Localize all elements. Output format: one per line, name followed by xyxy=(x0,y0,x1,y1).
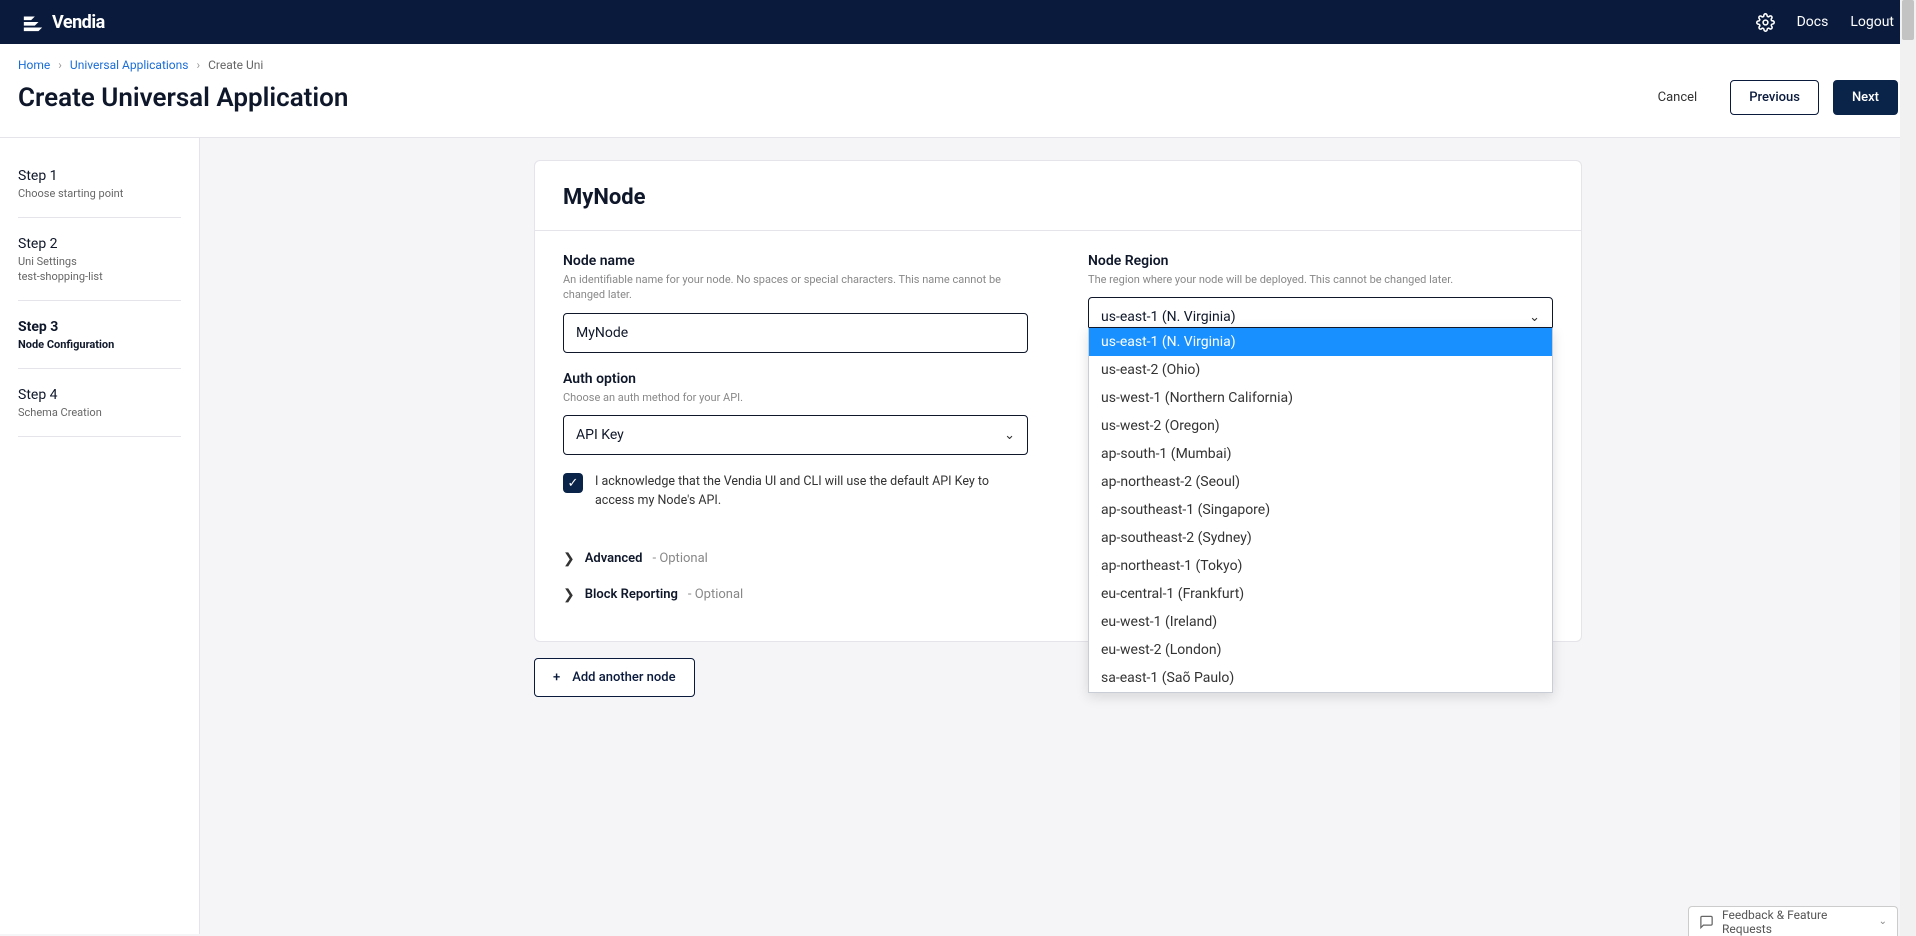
auth-label: Auth option xyxy=(563,371,1028,387)
next-button[interactable]: Next xyxy=(1833,80,1898,115)
auth-value: API Key xyxy=(576,427,624,443)
brand-logo[interactable]: Vendia xyxy=(22,11,105,33)
optional-label: - Optional xyxy=(653,551,708,566)
plus-icon: + xyxy=(553,670,560,685)
step-title: Step 1 xyxy=(18,168,181,184)
region-option[interactable]: sa-east-1 (Saõ Paulo) xyxy=(1089,664,1552,692)
chevron-down-icon: ⌄ xyxy=(1004,428,1015,443)
step-2[interactable]: Step 2 Uni Settings test-shopping-list xyxy=(18,228,181,301)
cancel-button[interactable]: Cancel xyxy=(1639,80,1717,115)
chevron-right-icon: › xyxy=(58,58,62,72)
node-title: MyNode xyxy=(563,185,1553,210)
region-option[interactable]: ap-northeast-2 (Seoul) xyxy=(1089,468,1552,496)
docs-link[interactable]: Docs xyxy=(1797,14,1829,30)
region-option[interactable]: ap-northeast-1 (Tokyo) xyxy=(1089,552,1552,580)
step-sub: Schema Creation xyxy=(18,406,181,420)
feedback-widget[interactable]: Feedback & Feature Requests ⌄ xyxy=(1688,906,1898,936)
optional-label: - Optional xyxy=(688,587,743,602)
region-option[interactable]: ap-southeast-1 (Singapore) xyxy=(1089,496,1552,524)
block-label: Block Reporting xyxy=(585,587,678,602)
step-4[interactable]: Step 4 Schema Creation xyxy=(18,379,181,437)
advanced-toggle[interactable]: ❯ Advanced - Optional xyxy=(563,541,1028,577)
topbar: Vendia Docs Logout xyxy=(0,0,1916,44)
region-option[interactable]: us-east-1 (N. Virginia) xyxy=(1089,328,1552,356)
right-column: Node Region The region where your node w… xyxy=(1088,253,1553,613)
add-node-button[interactable]: + Add another node xyxy=(534,658,695,697)
region-option[interactable]: ap-southeast-2 (Sydney) xyxy=(1089,524,1552,552)
region-option[interactable]: eu-central-1 (Frankfurt) xyxy=(1089,580,1552,608)
region-help: The region where your node will be deplo… xyxy=(1088,272,1553,287)
brand-name: Vendia xyxy=(52,12,105,33)
header-actions: Cancel Previous Next xyxy=(1639,80,1898,115)
region-option[interactable]: us-west-2 (Oregon) xyxy=(1089,412,1552,440)
step-sub: Node Configuration xyxy=(18,338,181,352)
chevron-down-icon: ⌄ xyxy=(1529,310,1540,325)
scrollbar-thumb[interactable] xyxy=(1902,0,1914,40)
ack-checkbox[interactable]: ✓ xyxy=(563,473,583,493)
chevron-right-icon: ❯ xyxy=(563,551,575,567)
ack-label: I acknowledge that the Vendia UI and CLI… xyxy=(595,473,1028,511)
node-card: MyNode Node name An identifiable name fo… xyxy=(534,160,1582,642)
previous-button[interactable]: Previous xyxy=(1730,80,1819,115)
chevron-right-icon: › xyxy=(196,58,200,72)
node-name-help: An identifiable name for your node. No s… xyxy=(563,272,1028,303)
chevron-right-icon: ❯ xyxy=(563,587,575,603)
breadcrumb-home[interactable]: Home xyxy=(18,58,50,72)
chevron-down-icon: ⌄ xyxy=(1879,916,1887,927)
sidebar: Step 1 Choose starting point Step 2 Uni … xyxy=(0,138,200,934)
auth-help: Choose an auth method for your API. xyxy=(563,390,1028,405)
block-reporting-toggle[interactable]: ❯ Block Reporting - Optional xyxy=(563,577,1028,613)
page-title: Create Universal Application xyxy=(18,83,348,113)
step-title: Step 2 xyxy=(18,236,181,252)
region-option[interactable]: ap-south-1 (Mumbai) xyxy=(1089,440,1552,468)
step-sub: Uni Settings test-shopping-list xyxy=(18,255,181,284)
advanced-label: Advanced xyxy=(585,551,643,566)
region-dropdown: us-east-1 (N. Virginia)us-east-2 (Ohio)u… xyxy=(1088,327,1553,693)
step-title: Step 3 xyxy=(18,319,181,335)
chat-icon xyxy=(1699,914,1714,930)
step-title: Step 4 xyxy=(18,387,181,403)
add-node-label: Add another node xyxy=(572,670,675,685)
feedback-label: Feedback & Feature Requests xyxy=(1722,908,1871,936)
gear-icon[interactable] xyxy=(1756,13,1775,32)
logout-link[interactable]: Logout xyxy=(1850,14,1894,30)
scrollbar[interactable] xyxy=(1900,0,1916,936)
main-layout: Step 1 Choose starting point Step 2 Uni … xyxy=(0,138,1916,934)
left-column: Node name An identifiable name for your … xyxy=(563,253,1028,613)
topbar-right: Docs Logout xyxy=(1756,13,1894,32)
node-name-input[interactable] xyxy=(563,313,1028,353)
breadcrumb: Home › Universal Applications › Create U… xyxy=(18,58,1898,72)
region-label: Node Region xyxy=(1088,253,1553,269)
node-name-label: Node name xyxy=(563,253,1028,269)
region-option[interactable]: eu-west-1 (Ireland) xyxy=(1089,608,1552,636)
auth-select[interactable]: API Key ⌄ xyxy=(563,415,1028,455)
region-option[interactable]: us-east-2 (Ohio) xyxy=(1089,356,1552,384)
region-option[interactable]: eu-west-2 (London) xyxy=(1089,636,1552,664)
step-1[interactable]: Step 1 Choose starting point xyxy=(18,160,181,218)
subheader: Home › Universal Applications › Create U… xyxy=(0,44,1916,138)
step-3[interactable]: Step 3 Node Configuration xyxy=(18,311,181,369)
breadcrumb-apps[interactable]: Universal Applications xyxy=(70,58,189,72)
breadcrumb-current: Create Uni xyxy=(208,58,263,72)
region-option[interactable]: us-west-1 (Northern California) xyxy=(1089,384,1552,412)
region-value: us-east-1 (N. Virginia) xyxy=(1101,309,1236,325)
step-sub: Choose starting point xyxy=(18,187,181,201)
vendia-icon xyxy=(22,11,44,33)
content: MyNode Node name An identifiable name fo… xyxy=(200,138,1916,934)
